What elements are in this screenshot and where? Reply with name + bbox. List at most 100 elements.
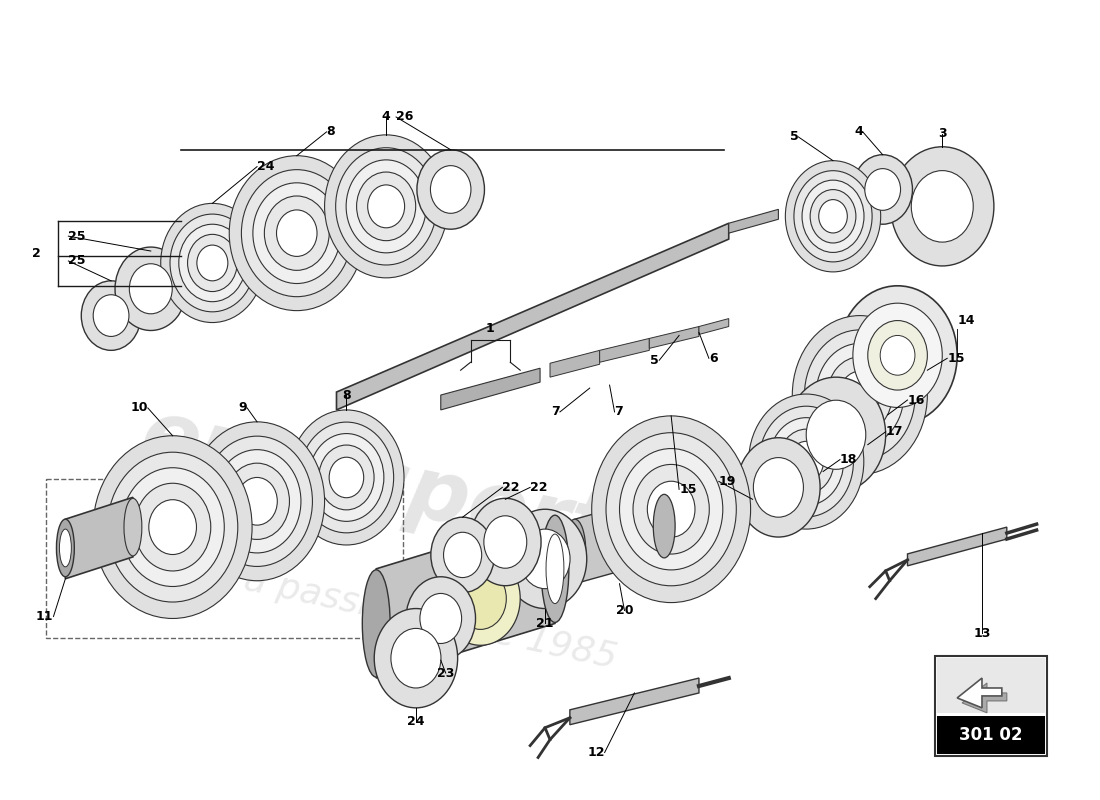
- Ellipse shape: [329, 457, 364, 498]
- Ellipse shape: [792, 315, 927, 474]
- Text: 11: 11: [36, 610, 54, 623]
- Text: 4: 4: [854, 126, 862, 138]
- Text: 9: 9: [239, 402, 248, 414]
- Ellipse shape: [470, 498, 541, 586]
- Ellipse shape: [653, 494, 675, 558]
- FancyBboxPatch shape: [937, 658, 1045, 713]
- Ellipse shape: [564, 519, 585, 582]
- Bar: [937, 716, 1045, 754]
- Ellipse shape: [852, 154, 913, 224]
- Polygon shape: [441, 368, 540, 410]
- Text: 6: 6: [708, 352, 717, 365]
- Text: 12: 12: [587, 746, 605, 759]
- Polygon shape: [376, 514, 556, 678]
- Ellipse shape: [794, 170, 872, 262]
- Ellipse shape: [880, 335, 915, 375]
- Polygon shape: [962, 683, 1006, 713]
- Ellipse shape: [309, 434, 384, 522]
- Ellipse shape: [789, 442, 824, 482]
- Ellipse shape: [891, 146, 994, 266]
- Ellipse shape: [362, 570, 390, 677]
- Ellipse shape: [484, 516, 527, 568]
- Ellipse shape: [121, 468, 224, 586]
- Ellipse shape: [838, 286, 957, 425]
- Ellipse shape: [806, 400, 866, 470]
- Ellipse shape: [816, 343, 904, 446]
- Ellipse shape: [161, 203, 264, 322]
- Text: 2: 2: [32, 246, 41, 259]
- Ellipse shape: [130, 264, 173, 314]
- Ellipse shape: [546, 534, 564, 603]
- Text: 22: 22: [530, 481, 548, 494]
- Ellipse shape: [802, 180, 864, 253]
- Text: 15: 15: [679, 483, 696, 496]
- Ellipse shape: [592, 416, 750, 602]
- Ellipse shape: [420, 594, 462, 643]
- Ellipse shape: [224, 463, 289, 539]
- Text: 18: 18: [840, 453, 857, 466]
- Ellipse shape: [236, 478, 277, 525]
- Polygon shape: [575, 494, 664, 584]
- FancyBboxPatch shape: [935, 656, 1046, 755]
- Ellipse shape: [346, 160, 426, 253]
- Ellipse shape: [520, 529, 570, 589]
- Ellipse shape: [785, 161, 881, 272]
- Polygon shape: [698, 318, 728, 334]
- Ellipse shape: [336, 148, 437, 265]
- Ellipse shape: [188, 234, 238, 291]
- Text: 7: 7: [551, 406, 560, 418]
- Polygon shape: [550, 350, 600, 377]
- Ellipse shape: [124, 498, 142, 556]
- Ellipse shape: [197, 245, 228, 281]
- Ellipse shape: [441, 552, 520, 646]
- Polygon shape: [570, 678, 698, 725]
- Ellipse shape: [170, 214, 255, 312]
- Ellipse shape: [454, 568, 506, 630]
- Text: 8: 8: [342, 389, 351, 402]
- Ellipse shape: [289, 410, 404, 545]
- Ellipse shape: [94, 294, 129, 337]
- Ellipse shape: [406, 577, 475, 660]
- Polygon shape: [337, 223, 728, 410]
- Text: 1: 1: [486, 322, 495, 335]
- Ellipse shape: [759, 406, 854, 517]
- Text: 4: 4: [382, 110, 390, 123]
- Ellipse shape: [431, 517, 494, 593]
- Text: 5: 5: [790, 130, 799, 143]
- Ellipse shape: [213, 450, 301, 553]
- Polygon shape: [649, 326, 698, 348]
- Polygon shape: [957, 678, 1002, 708]
- Ellipse shape: [148, 500, 197, 554]
- Ellipse shape: [59, 529, 72, 567]
- Ellipse shape: [754, 458, 803, 517]
- Text: 14: 14: [957, 314, 975, 327]
- Ellipse shape: [324, 135, 448, 278]
- Ellipse shape: [276, 210, 317, 257]
- Text: 22: 22: [503, 481, 520, 494]
- Ellipse shape: [818, 200, 847, 233]
- Ellipse shape: [737, 438, 821, 537]
- Ellipse shape: [374, 609, 458, 708]
- Text: 19: 19: [718, 475, 736, 488]
- Ellipse shape: [541, 515, 569, 622]
- Ellipse shape: [804, 330, 915, 460]
- Ellipse shape: [108, 452, 238, 602]
- Ellipse shape: [865, 169, 901, 210]
- Ellipse shape: [189, 422, 324, 581]
- Ellipse shape: [852, 303, 943, 407]
- Ellipse shape: [786, 377, 886, 492]
- Ellipse shape: [264, 196, 329, 270]
- Ellipse shape: [606, 433, 736, 586]
- Ellipse shape: [632, 465, 710, 554]
- Text: 24: 24: [407, 715, 425, 728]
- Ellipse shape: [443, 532, 482, 578]
- Ellipse shape: [430, 166, 471, 214]
- Polygon shape: [908, 527, 1007, 566]
- Ellipse shape: [868, 321, 927, 390]
- Polygon shape: [728, 210, 779, 233]
- Ellipse shape: [319, 445, 374, 510]
- Polygon shape: [65, 498, 133, 578]
- Ellipse shape: [827, 357, 892, 433]
- Text: 23: 23: [437, 666, 454, 679]
- Ellipse shape: [241, 170, 352, 297]
